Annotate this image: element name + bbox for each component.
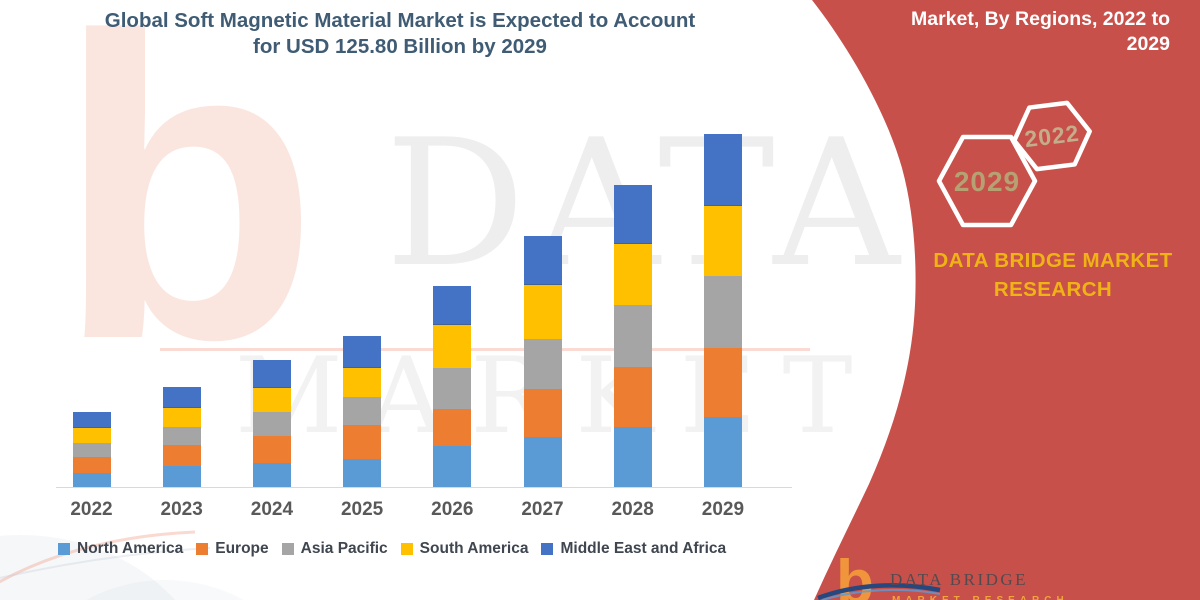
footer-logo-subtitle: MARKET RESEARCH xyxy=(892,595,1132,600)
swoosh-line xyxy=(0,530,196,584)
hexagon-2022 xyxy=(1012,100,1092,172)
footer-logo-swoosh-icon xyxy=(817,583,941,600)
stacked-bar-2027 xyxy=(523,235,562,487)
bar-segment-north-america-2026 xyxy=(433,445,472,487)
ribbon-title-line2: 2029 xyxy=(1126,33,1170,55)
footer-logo-name: DATA BRIDGE xyxy=(890,570,1029,589)
bar-segment-north-america-2025 xyxy=(343,459,382,487)
swoosh-line xyxy=(0,547,211,579)
bar-segment-middle-east-and-africa-2026 xyxy=(433,286,472,326)
brand-name-line1: DATA BRIDGE MARKET xyxy=(933,249,1173,272)
stacked-bar-2028 xyxy=(613,184,652,487)
datab-logo-watermark: b xyxy=(56,0,319,429)
bar-segment-south-america-2029 xyxy=(703,205,742,276)
hexagon-2029-label: 2029 xyxy=(954,166,1020,197)
x-axis-label-2026: 2026 xyxy=(431,499,474,520)
brand-name-line2: RESEARCH xyxy=(993,278,1113,301)
brand-name: DATA BRIDGE MARKET RESEARCH xyxy=(918,246,1188,304)
bar-segment-asia-pacific-2029 xyxy=(703,275,742,348)
chart-title: Global Soft Magnetic Material Market is … xyxy=(40,8,760,60)
stacked-bar-2022 xyxy=(72,412,111,487)
x-axis-label-2023: 2023 xyxy=(160,499,203,520)
legend-swatch-icon xyxy=(400,543,413,555)
bar-segment-south-america-2023 xyxy=(162,407,201,427)
bar-segment-north-america-2023 xyxy=(162,466,201,487)
watermark-underline xyxy=(160,348,810,351)
legend-swatch-icon xyxy=(281,543,294,555)
x-axis-label-2024: 2024 xyxy=(250,499,294,520)
stacked-bar-2023 xyxy=(162,387,201,487)
bar-segment-middle-east-and-africa-2029 xyxy=(703,133,742,206)
chart-legend: North America Europe Asia Pacific South Ame… xyxy=(58,540,726,558)
hexagon-2029 xyxy=(936,134,1038,228)
bar-segment-middle-east-and-africa-2028 xyxy=(613,184,652,244)
bar-segment-north-america-2024 xyxy=(252,463,291,487)
bar-segment-middle-east-and-africa-2025 xyxy=(343,336,382,368)
bar-segment-asia-pacific-2026 xyxy=(433,368,472,409)
stacked-bar-2029 xyxy=(703,133,742,487)
legend-item-north-america: North America xyxy=(58,540,183,558)
ghost-circle xyxy=(0,535,176,600)
legend-label: Middle East and Africa xyxy=(560,540,727,557)
bar-segment-south-america-2028 xyxy=(613,243,652,306)
ribbon-title: Market, By Regions, 2022 to 2029 xyxy=(850,7,1170,57)
red-ribbon-shape xyxy=(812,0,1200,600)
x-axis-label-2027: 2027 xyxy=(521,499,564,520)
bar-segment-europe-2023 xyxy=(162,444,201,467)
bar-segment-asia-pacific-2022 xyxy=(72,442,111,458)
x-axis-label-2029: 2029 xyxy=(701,499,745,520)
legend-item-asia-pacific: Asia Pacific xyxy=(281,540,388,558)
bar-segment-europe-2024 xyxy=(252,436,291,464)
legend-label: South America xyxy=(419,540,529,557)
bar-segment-middle-east-and-africa-2024 xyxy=(252,359,291,388)
bar-segment-middle-east-and-africa-2027 xyxy=(523,235,562,286)
legend-swatch-icon xyxy=(196,543,209,555)
chart-title-line2: for USD 125.80 Billion by 2029 xyxy=(253,35,547,58)
legend-label: North America xyxy=(77,540,184,557)
bar-segment-asia-pacific-2024 xyxy=(252,412,291,437)
x-axis-line xyxy=(56,486,792,488)
bar-segment-south-america-2022 xyxy=(72,427,111,443)
x-axis-label-2028: 2028 xyxy=(611,499,654,520)
bar-segment-asia-pacific-2023 xyxy=(162,426,201,445)
bar-segment-south-america-2025 xyxy=(343,367,382,397)
bar-segment-north-america-2022 xyxy=(72,473,111,487)
bar-segment-europe-2028 xyxy=(613,367,652,428)
bar-segment-middle-east-and-africa-2023 xyxy=(162,387,201,408)
stacked-bar-2026 xyxy=(433,286,472,487)
bar-segment-south-america-2024 xyxy=(252,387,291,413)
bar-segment-south-america-2027 xyxy=(523,285,562,339)
bar-segment-north-america-2027 xyxy=(523,437,562,487)
bar-segment-europe-2027 xyxy=(523,389,562,438)
bar-segment-north-america-2029 xyxy=(703,417,742,487)
legend-label: Europe xyxy=(215,540,269,557)
bar-segment-middle-east-and-africa-2022 xyxy=(72,412,111,428)
bar-segment-south-america-2026 xyxy=(433,325,472,369)
bar-segment-europe-2029 xyxy=(703,347,742,418)
bar-segment-europe-2026 xyxy=(433,408,472,446)
stacked-bar-2025 xyxy=(343,336,382,487)
legend-swatch-icon xyxy=(58,543,70,555)
x-axis-label-2025: 2025 xyxy=(340,499,384,520)
legend-item-europe: Europe xyxy=(196,540,269,558)
bar-segment-asia-pacific-2025 xyxy=(343,396,382,426)
legend-item-south-america: South America xyxy=(400,540,529,558)
ghost-circle xyxy=(86,580,244,600)
legend-swatch-icon xyxy=(541,543,554,555)
x-axis-label-2022: 2022 xyxy=(70,499,113,520)
legend-item-middle-east-and-africa: Middle East and Africa xyxy=(541,540,726,558)
ribbon-title-line1: Market, By Regions, 2022 to xyxy=(910,8,1170,30)
bar-segment-europe-2022 xyxy=(72,457,111,474)
bar-segment-europe-2025 xyxy=(343,425,382,460)
bar-segment-asia-pacific-2028 xyxy=(613,305,652,368)
bar-segment-asia-pacific-2027 xyxy=(523,338,562,390)
chart-title-line1: Global Soft Magnetic Material Market is … xyxy=(104,9,696,32)
stacked-bar-2024 xyxy=(252,359,291,487)
bar-segment-north-america-2028 xyxy=(613,427,652,487)
legend-label: Asia Pacific xyxy=(300,540,388,557)
